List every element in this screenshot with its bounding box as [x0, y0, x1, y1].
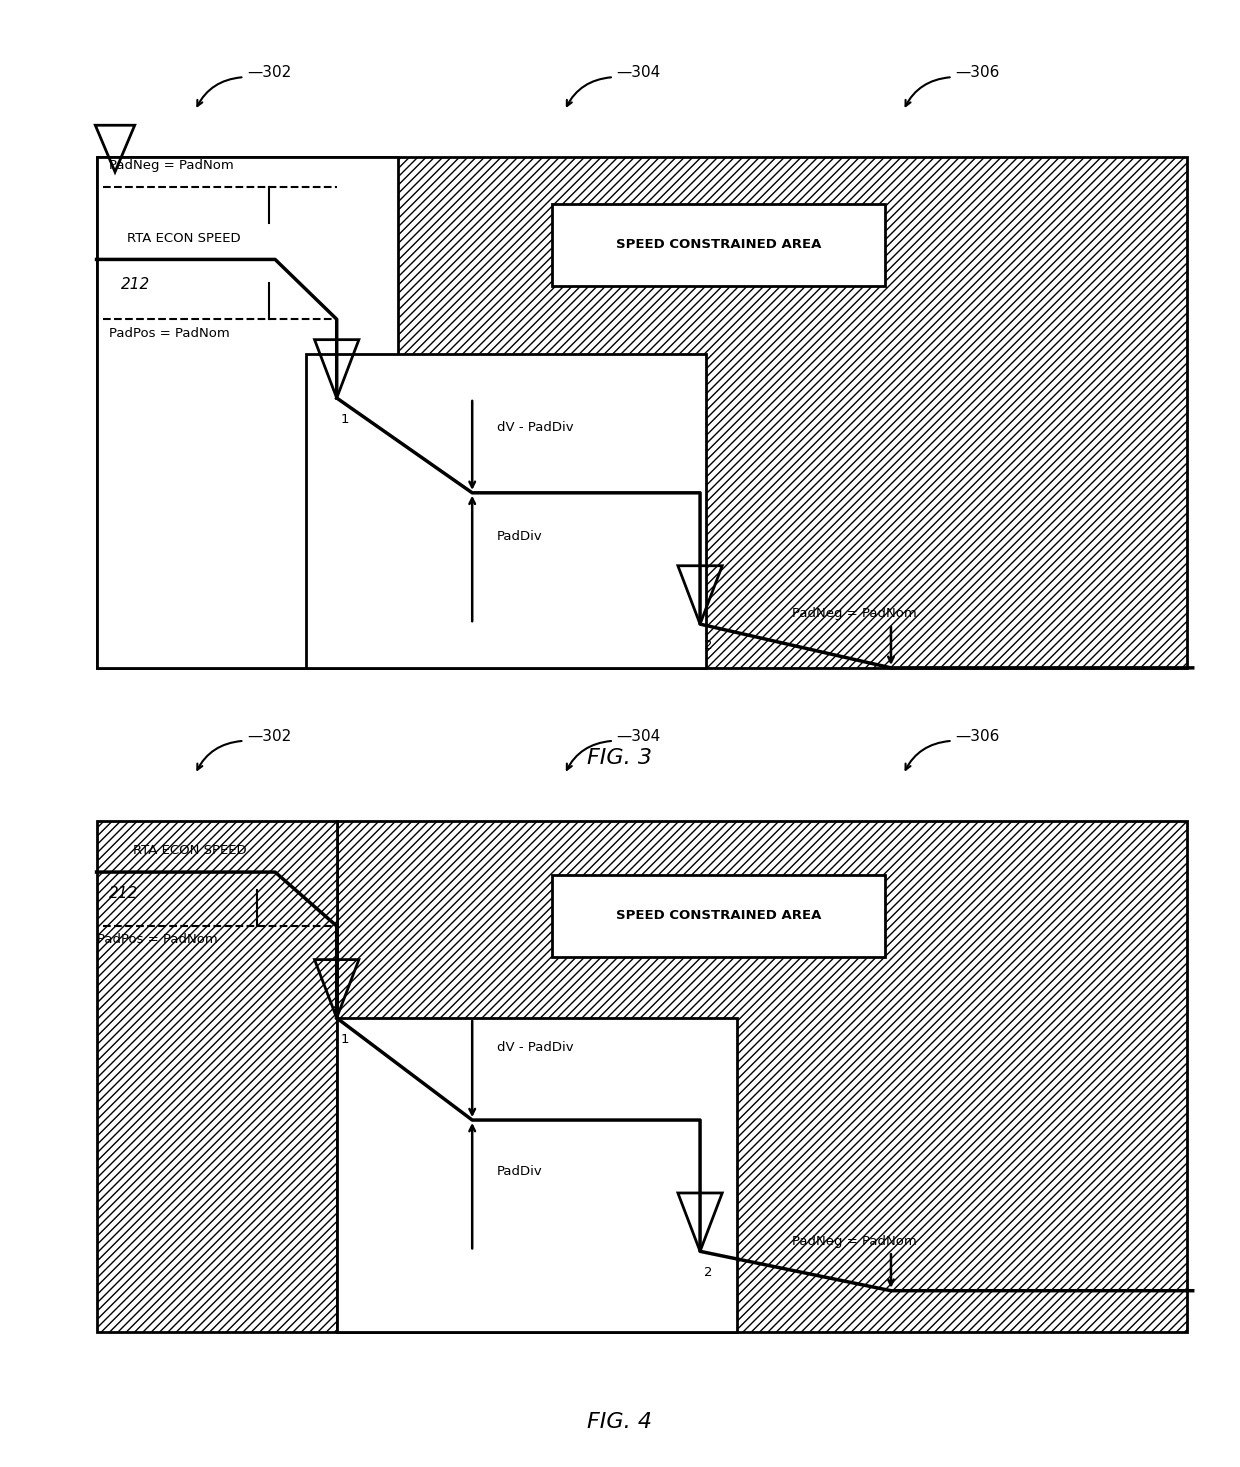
Text: PadDiv: PadDiv: [497, 530, 543, 543]
Text: RTA ECON SPEED: RTA ECON SPEED: [128, 232, 241, 245]
Text: PadNeg = PadNom: PadNeg = PadNom: [792, 1235, 918, 1247]
Text: RTA ECON SPEED: RTA ECON SPEED: [134, 845, 247, 858]
Text: —304: —304: [616, 65, 661, 81]
Text: —306: —306: [955, 65, 999, 81]
Text: PadDiv: PadDiv: [497, 1165, 543, 1178]
Text: PadNeg = PadNom: PadNeg = PadNom: [109, 158, 233, 172]
Bar: [306, 354, 707, 667]
Bar: [337, 822, 1187, 1332]
Text: —302: —302: [247, 65, 291, 81]
Bar: [97, 157, 1187, 667]
FancyBboxPatch shape: [552, 874, 885, 956]
Text: 212: 212: [122, 277, 150, 292]
Text: SPEED CONSTRAINED AREA: SPEED CONSTRAINED AREA: [616, 238, 821, 251]
Text: 1: 1: [341, 1033, 348, 1046]
Text: dV - PadDiv: dV - PadDiv: [497, 421, 573, 434]
Text: PadPos = PadNom: PadPos = PadNom: [97, 933, 217, 946]
Text: FIG. 3: FIG. 3: [588, 748, 652, 769]
Text: SPEED CONSTRAINED AREA: SPEED CONSTRAINED AREA: [616, 910, 821, 923]
Text: 212: 212: [109, 886, 138, 901]
FancyBboxPatch shape: [552, 204, 885, 286]
Text: —304: —304: [616, 729, 661, 744]
Text: —306: —306: [955, 729, 999, 744]
Bar: [337, 1018, 737, 1332]
Text: 2: 2: [704, 638, 712, 651]
Text: FIG. 4: FIG. 4: [588, 1411, 652, 1432]
Text: 2: 2: [704, 1266, 712, 1279]
Bar: [97, 822, 337, 1332]
Text: —302: —302: [247, 729, 291, 744]
Bar: [97, 157, 398, 667]
Text: PadNeg = PadNom: PadNeg = PadNom: [792, 607, 918, 621]
Text: dV - PadDiv: dV - PadDiv: [497, 1040, 573, 1053]
Text: PadPos = PadNom: PadPos = PadNom: [109, 327, 229, 339]
Text: 1: 1: [341, 412, 348, 425]
